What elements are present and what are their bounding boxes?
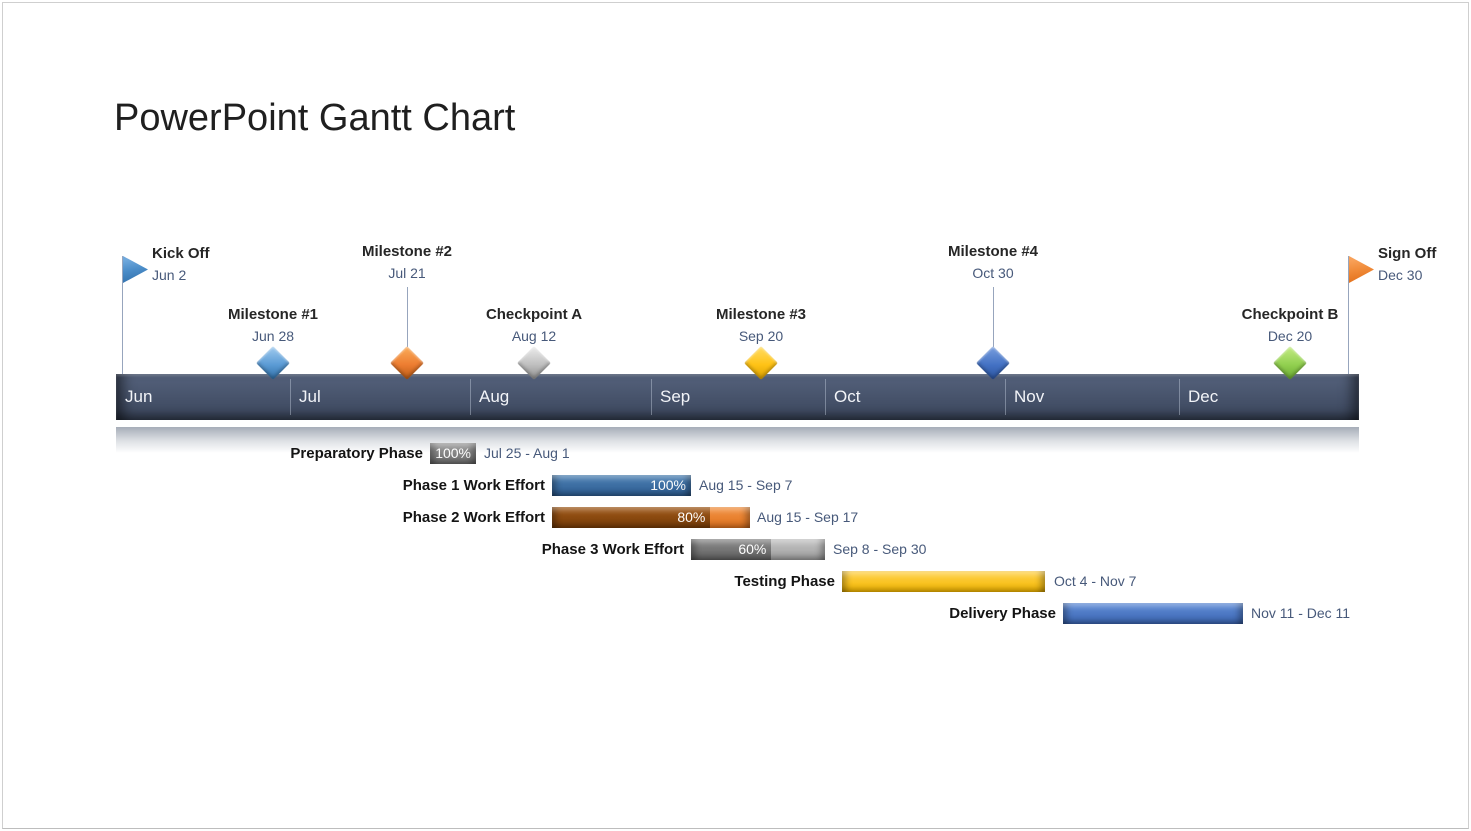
milestone-label: Checkpoint B <box>1241 306 1339 323</box>
milestone-date: Oct 30 <box>972 265 1014 281</box>
milestone-label: Milestone #4 <box>947 243 1039 260</box>
milestone-connector-line <box>993 287 994 353</box>
task-bar-fill: 100% <box>552 475 691 496</box>
task-bar-fill <box>842 571 1045 592</box>
task-bar: 60% <box>691 539 825 560</box>
timeline-bar: Jun Jul Aug Sep Oct Nov Dec <box>116 374 1359 420</box>
task-date-range: Nov 11 - Dec 11 <box>1251 605 1351 621</box>
milestone-connector-line <box>122 256 123 374</box>
task-percent-label: 100% <box>650 477 686 493</box>
milestone-label: Kick Off <box>152 245 210 262</box>
milestone-label: Milestone #2 <box>361 243 453 260</box>
task-bar-remainder <box>771 539 825 560</box>
month-separator <box>825 379 826 415</box>
task-bar-fill: 100% <box>430 443 476 464</box>
task-bar-bevel <box>1063 603 1243 624</box>
month-separator <box>1179 379 1180 415</box>
milestone-label: Milestone #1 <box>227 306 319 323</box>
task-label: Phase 2 Work Effort <box>402 509 545 526</box>
task-bar-bevel <box>691 539 825 560</box>
task-bar-bevel <box>430 443 476 464</box>
month-label: Oct <box>834 387 861 406</box>
flag-icon <box>123 256 148 283</box>
milestone-date: Jun 28 <box>251 328 295 344</box>
task-label: Phase 3 Work Effort <box>541 541 684 558</box>
milestone-date: Jul 21 <box>388 265 426 281</box>
month-label: Jul <box>299 387 321 406</box>
task-label: Delivery Phase <box>949 605 1056 622</box>
task-bar: 100% <box>552 475 691 496</box>
task-date-range: Sep 8 - Sep 30 <box>833 541 927 557</box>
task-bar: 100% <box>430 443 476 464</box>
task-percent-label: 80% <box>677 509 706 525</box>
task-label: Testing Phase <box>734 573 835 590</box>
task-bar-bevel <box>552 475 691 496</box>
milestone-date: Jun 2 <box>152 267 187 283</box>
month-label: Sep <box>660 387 691 406</box>
task-percent-label: 60% <box>738 541 767 557</box>
milestone-date: Dec 20 <box>1267 328 1313 344</box>
milestone-label: Milestone #3 <box>715 306 807 323</box>
milestone-label: Checkpoint A <box>485 306 583 323</box>
milestone-connector-line <box>407 287 408 353</box>
flag-icon <box>1349 256 1374 283</box>
task-percent-label: 100% <box>435 445 471 461</box>
milestone-date: Sep 20 <box>738 328 784 344</box>
milestone-date: Aug 12 <box>511 328 557 344</box>
milestone-label: Sign Off <box>1378 245 1437 262</box>
task-bar <box>842 571 1045 592</box>
month-label: Jun <box>125 387 153 406</box>
month-label: Nov <box>1014 387 1045 406</box>
task-date-range: Aug 15 - Sep 17 <box>757 509 859 525</box>
task-date-range: Jul 25 - Aug 1 <box>484 445 570 461</box>
task-label: Preparatory Phase <box>290 445 423 462</box>
task-bar-remainder <box>710 507 750 528</box>
timeline-shadow <box>116 427 1359 453</box>
task-bar-fill <box>1063 603 1243 624</box>
task-bar: 80% <box>552 507 750 528</box>
task-bar-bevel <box>842 571 1045 592</box>
month-separator <box>1005 379 1006 415</box>
task-bar-fill: 60% <box>691 539 772 560</box>
task-bar-fill: 80% <box>552 507 711 528</box>
task-bar <box>1063 603 1243 624</box>
month-separator <box>470 379 471 415</box>
task-bar-bevel <box>552 507 750 528</box>
task-date-range: Aug 15 - Sep 7 <box>699 477 793 493</box>
month-label: Aug <box>479 387 510 406</box>
task-date-range: Oct 4 - Nov 7 <box>1054 573 1137 589</box>
month-separator <box>651 379 652 415</box>
month-separator <box>290 379 291 415</box>
milestone-connector-line <box>1348 256 1349 374</box>
slide-title: PowerPoint Gantt Chart <box>114 97 516 139</box>
month-label: Dec <box>1188 387 1219 406</box>
milestone-date: Dec 30 <box>1378 267 1423 283</box>
task-label: Phase 1 Work Effort <box>402 477 545 494</box>
